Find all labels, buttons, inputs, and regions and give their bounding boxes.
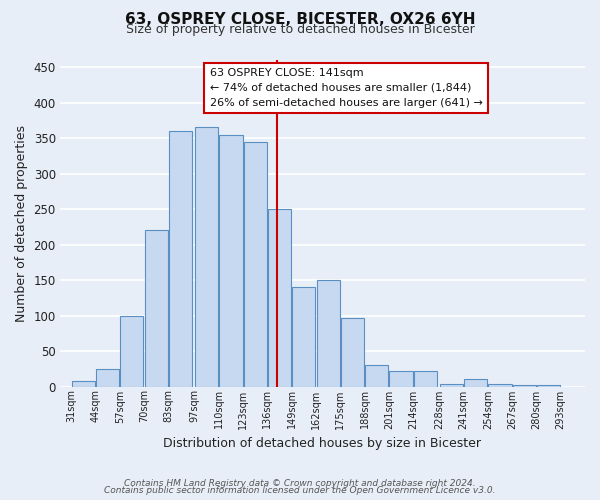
Bar bbox=[292, 287, 316, 386]
Bar bbox=[389, 371, 413, 386]
Bar bbox=[365, 365, 388, 386]
Bar bbox=[195, 128, 218, 386]
Y-axis label: Number of detached properties: Number of detached properties bbox=[15, 125, 28, 322]
Bar bbox=[488, 384, 512, 386]
Bar bbox=[244, 142, 267, 386]
X-axis label: Distribution of detached houses by size in Bicester: Distribution of detached houses by size … bbox=[163, 437, 481, 450]
Text: 63, OSPREY CLOSE, BICESTER, OX26 6YH: 63, OSPREY CLOSE, BICESTER, OX26 6YH bbox=[125, 12, 475, 28]
Bar bbox=[341, 318, 364, 386]
Bar bbox=[169, 131, 192, 386]
Text: Size of property relative to detached houses in Bicester: Size of property relative to detached ho… bbox=[125, 22, 475, 36]
Bar bbox=[464, 380, 487, 386]
Bar bbox=[440, 384, 463, 386]
Text: 63 OSPREY CLOSE: 141sqm
← 74% of detached houses are smaller (1,844)
26% of semi: 63 OSPREY CLOSE: 141sqm ← 74% of detache… bbox=[209, 68, 482, 108]
Bar bbox=[317, 280, 340, 386]
Bar bbox=[121, 316, 143, 386]
Bar bbox=[220, 134, 242, 386]
Bar bbox=[413, 371, 437, 386]
Bar bbox=[72, 381, 95, 386]
Bar bbox=[512, 385, 536, 386]
Text: Contains HM Land Registry data © Crown copyright and database right 2024.: Contains HM Land Registry data © Crown c… bbox=[124, 478, 476, 488]
Bar bbox=[145, 230, 168, 386]
Bar bbox=[268, 209, 291, 386]
Bar bbox=[96, 369, 119, 386]
Text: Contains public sector information licensed under the Open Government Licence v3: Contains public sector information licen… bbox=[104, 486, 496, 495]
Bar bbox=[537, 385, 560, 386]
